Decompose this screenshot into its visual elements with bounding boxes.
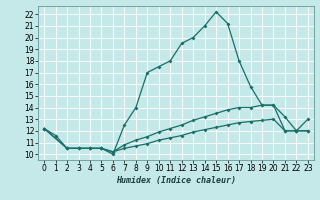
- X-axis label: Humidex (Indice chaleur): Humidex (Indice chaleur): [116, 176, 236, 185]
